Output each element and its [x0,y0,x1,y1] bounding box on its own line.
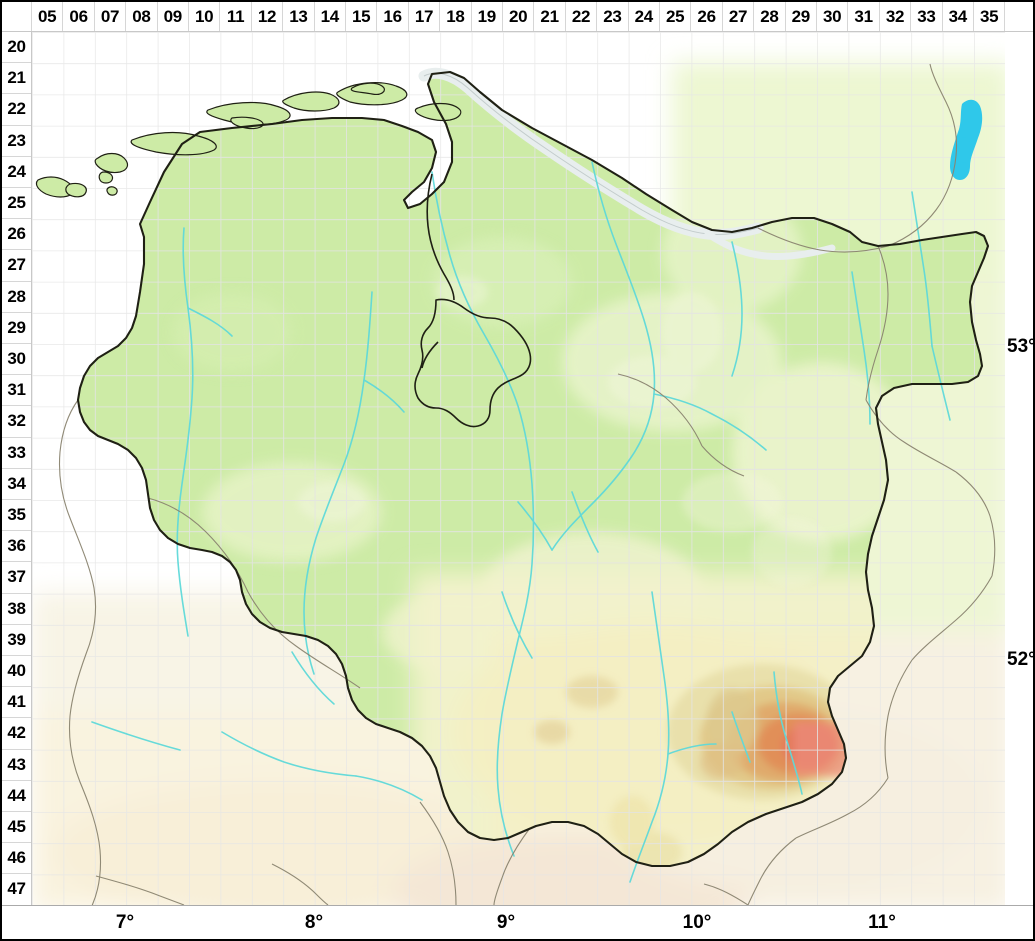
row-label-36: 36 [2,531,31,563]
district-borders [58,63,996,905]
column-label-07: 07 [95,2,127,31]
row-label-21: 21 [2,63,31,95]
column-label-11: 11 [220,2,252,31]
row-label-26: 26 [2,219,31,251]
row-label-47: 47 [2,874,31,906]
row-label-42: 42 [2,718,31,750]
column-label-29: 29 [786,2,817,31]
longitude-label-10deg: 10° [682,912,712,933]
column-label-18: 18 [440,2,472,31]
elbe-estuary [418,67,836,260]
column-label-12: 12 [252,2,284,31]
column-label-26: 26 [691,2,723,31]
row-label-23: 23 [2,126,31,157]
column-label-28: 28 [754,2,786,31]
lower-saxony-border [76,70,990,868]
topographic-map-svg [32,32,1005,905]
row-label-29: 29 [2,313,31,344]
column-header-strip: 05 06 07 08 09 10 11 12 13 14 15 16 17 18 19 20 21 22 23 24… [2,2,1033,32]
harz-relief [667,664,857,800]
column-label-34: 34 [943,2,974,31]
row-label-44: 44 [2,781,31,812]
map-grid-lines-outer [32,32,1005,905]
row-label-46: 46 [2,843,31,875]
column-label-23: 23 [597,2,629,31]
row-label-40: 40 [2,656,31,688]
column-label-05: 05 [32,2,64,31]
row-label-22: 22 [2,94,31,126]
rivers [91,161,951,883]
header-corner-cell [2,2,32,31]
lake [950,99,983,180]
column-label-17: 17 [409,2,441,31]
latitude-label-53deg: 53° [1007,336,1035,357]
column-label-32: 32 [880,2,912,31]
row-label-28: 28 [2,282,31,313]
row-label-35: 35 [2,500,31,532]
row-label-37: 37 [2,562,31,594]
column-label-08: 08 [126,2,158,31]
column-label-25: 25 [660,2,692,31]
column-label-22: 22 [566,2,598,31]
column-label-06: 06 [63,2,95,31]
row-label-38: 38 [2,594,31,625]
map-canvas[interactable] [32,32,1005,905]
longitude-label-9deg: 9° [496,912,516,933]
latitude-label-52deg: 52° [1007,649,1035,670]
longitude-label-strip: 7° 8° 9° 10° 11° [2,905,1033,939]
longitude-label-7deg: 7° [115,912,135,933]
row-label-43: 43 [2,750,31,781]
column-label-14: 14 [315,2,346,31]
row-label-45: 45 [2,812,31,844]
row-label-41: 41 [2,687,31,719]
east-frisian-islands [35,82,462,198]
column-label-09: 09 [158,2,189,31]
latitude-label-strip: 53° 52° [1005,32,1033,905]
column-label-31: 31 [848,2,880,31]
column-label-13: 13 [283,2,315,31]
row-label-30: 30 [2,344,31,376]
row-label-31: 31 [2,375,31,407]
column-label-10: 10 [189,2,221,31]
row-label-24: 24 [2,157,31,188]
column-label-20: 20 [503,2,535,31]
column-label-30: 30 [817,2,849,31]
row-label-20: 20 [2,32,31,64]
column-label-15: 15 [346,2,378,31]
column-label-21: 21 [534,2,566,31]
column-label-16: 16 [377,2,409,31]
row-label-39: 39 [2,625,31,656]
row-label-25: 25 [2,188,31,220]
bremen-enclave [414,173,532,428]
column-label-35: 35 [974,2,1006,31]
column-label-27: 27 [723,2,755,31]
row-label-33: 33 [2,438,31,469]
column-label-19: 19 [472,2,503,31]
row-header-strip: 20 21 22 23 24 25 26 27 28 29 30 31 32 33 34 35 36 37 38 39… [2,32,32,906]
column-label-24: 24 [629,2,660,31]
row-label-27: 27 [2,250,31,282]
row-label-32: 32 [2,406,31,438]
longitude-label-8deg: 8° [304,912,324,933]
column-label-33: 33 [911,2,943,31]
longitude-label-11deg: 11° [868,912,896,933]
row-label-34: 34 [2,469,31,500]
